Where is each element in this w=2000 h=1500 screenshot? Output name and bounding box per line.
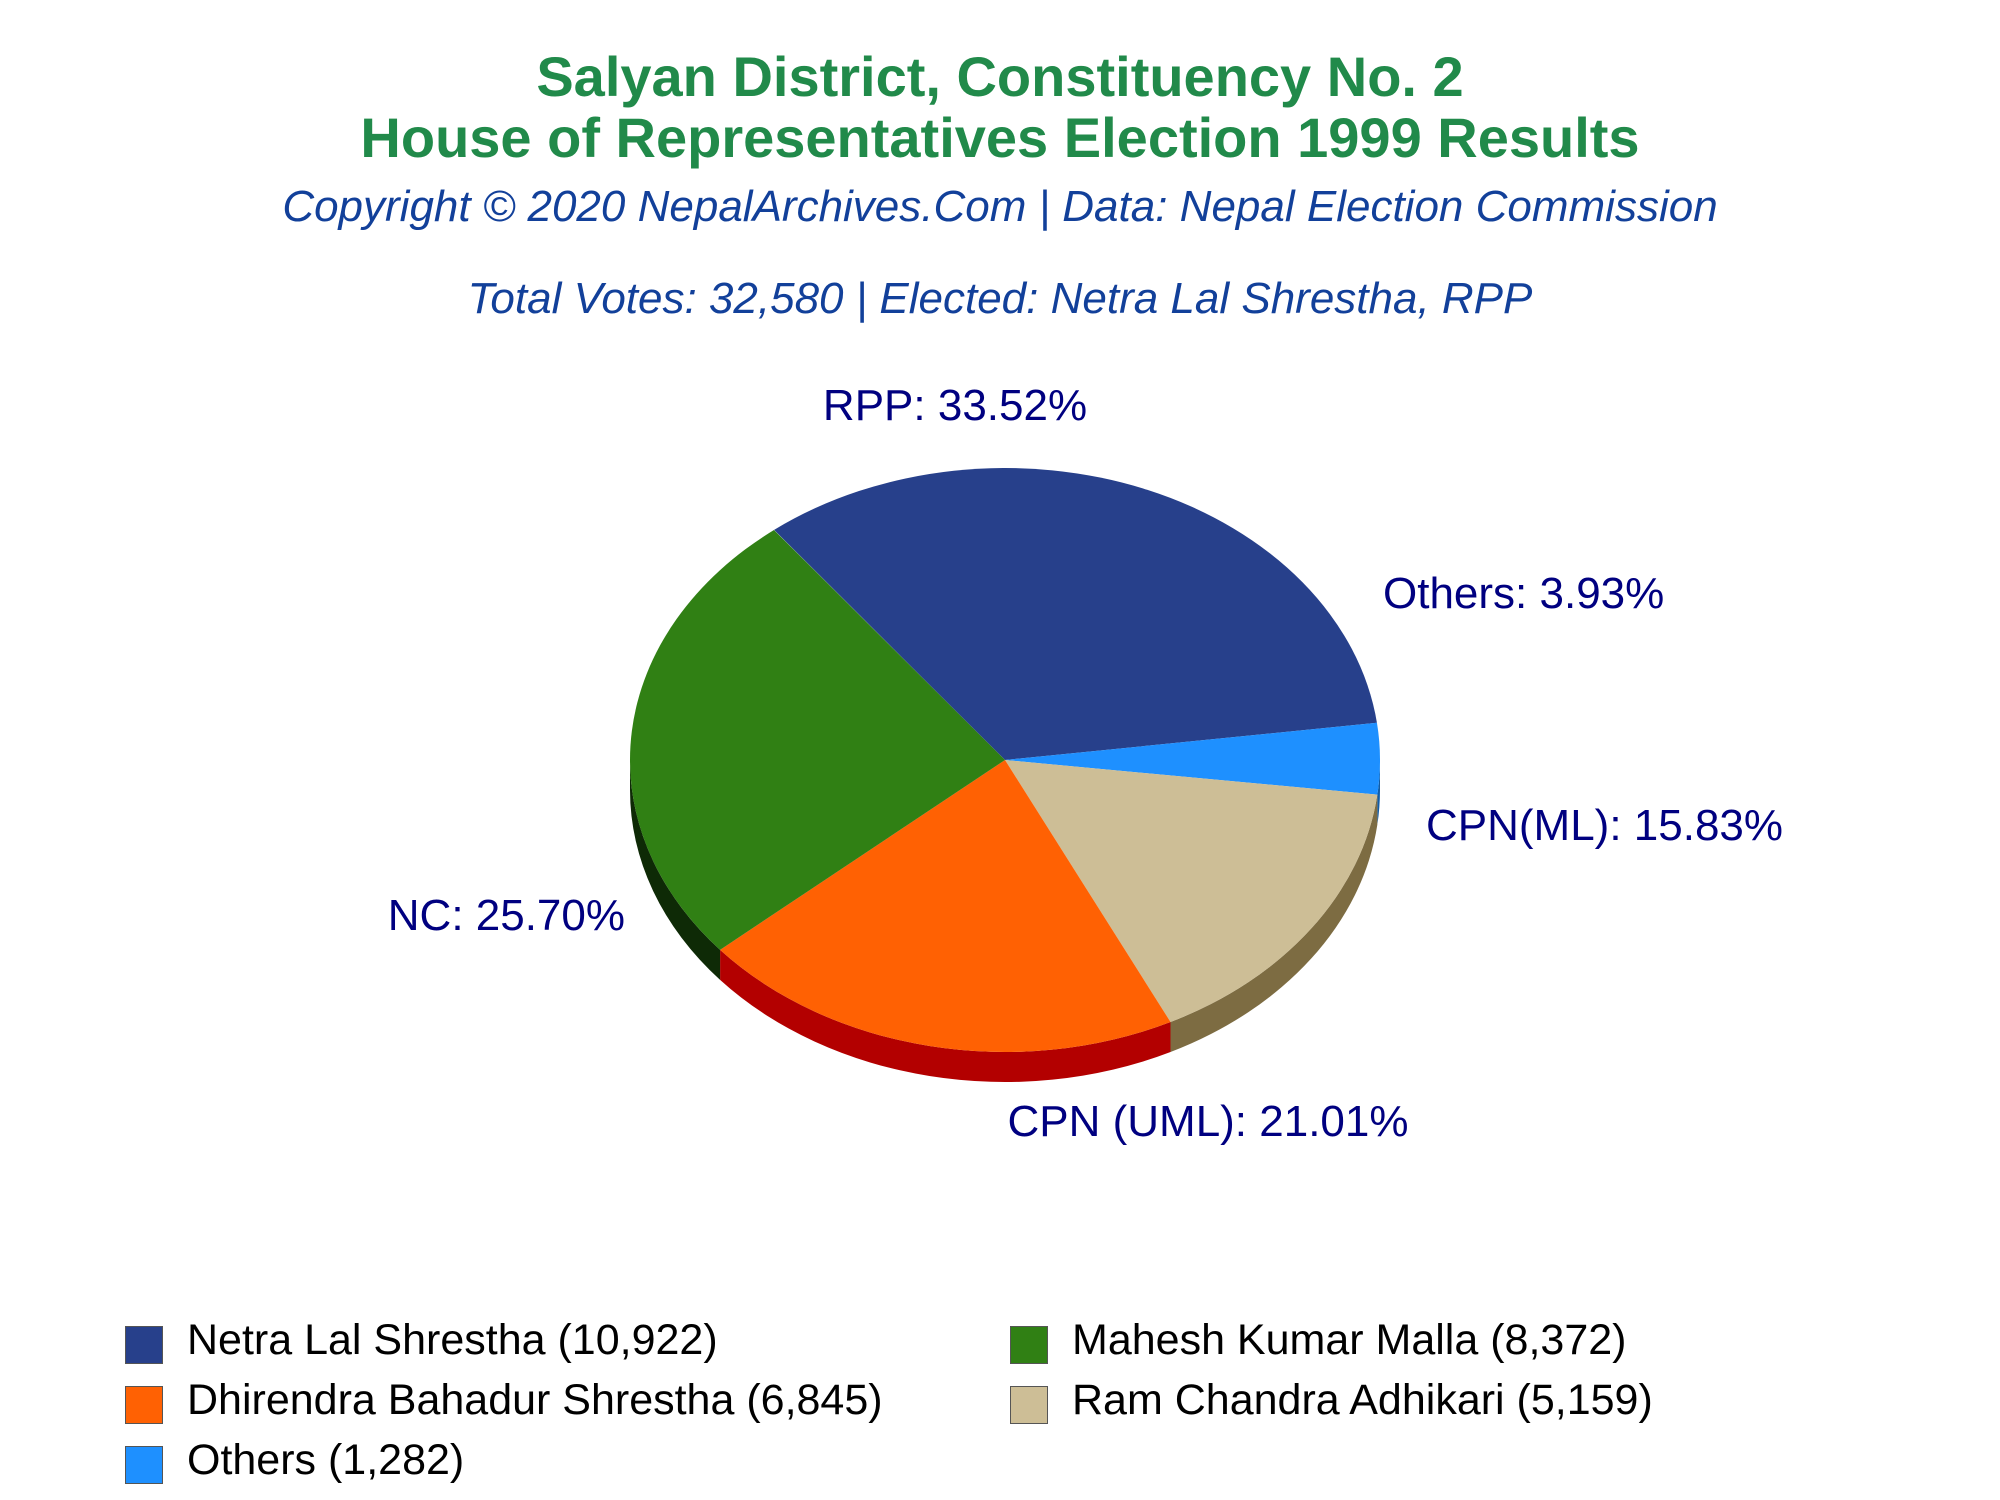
pie-slice-4 [630, 530, 1005, 950]
pie-side-4 [630, 760, 721, 980]
chart-title-line2: House of Representatives Election 1999 R… [360, 106, 1640, 169]
pie-side-2 [1170, 794, 1378, 1053]
pie-side-3 [720, 949, 1171, 1082]
legend-swatch [125, 1446, 163, 1484]
legend-label: Netra Lal Shrestha (10,922) [187, 1316, 718, 1364]
pie-slice-2 [1005, 760, 1378, 1023]
pie-slice-1 [1005, 722, 1380, 795]
legend-label: Mahesh Kumar Malla (8,372) [1072, 1316, 1627, 1364]
copyright-note: Copyright © 2020 NepalArchives.Com | Dat… [282, 182, 1718, 231]
slice-label-3: CPN (UML): 21.01% [1007, 1097, 1408, 1146]
legend-label: Ram Chandra Adhikari (5,159) [1072, 1376, 1653, 1424]
pie-side-1 [1377, 760, 1380, 825]
chart-title-line1: Salyan District, Constituency No. 2 [536, 45, 1464, 108]
legend-swatch [1010, 1326, 1048, 1364]
slice-label-1: Others: 3.93% [1383, 569, 1664, 618]
legend-label: Dhirendra Bahadur Shrestha (6,845) [187, 1376, 883, 1424]
legend-swatch [1010, 1386, 1048, 1424]
legend-label: Others (1,282) [187, 1436, 465, 1484]
legend-swatch [125, 1326, 163, 1364]
slice-label-2: CPN(ML): 15.83% [1426, 801, 1783, 850]
pie-slice-3 [720, 760, 1171, 1052]
pie-slice-0 [774, 467, 1377, 760]
slice-label-4: NC: 25.70% [388, 891, 625, 940]
slice-label-0: RPP: 33.52% [823, 381, 1087, 430]
legend-swatch [125, 1386, 163, 1424]
summary-line: Total Votes: 32,580 | Elected: Netra Lal… [467, 274, 1533, 323]
